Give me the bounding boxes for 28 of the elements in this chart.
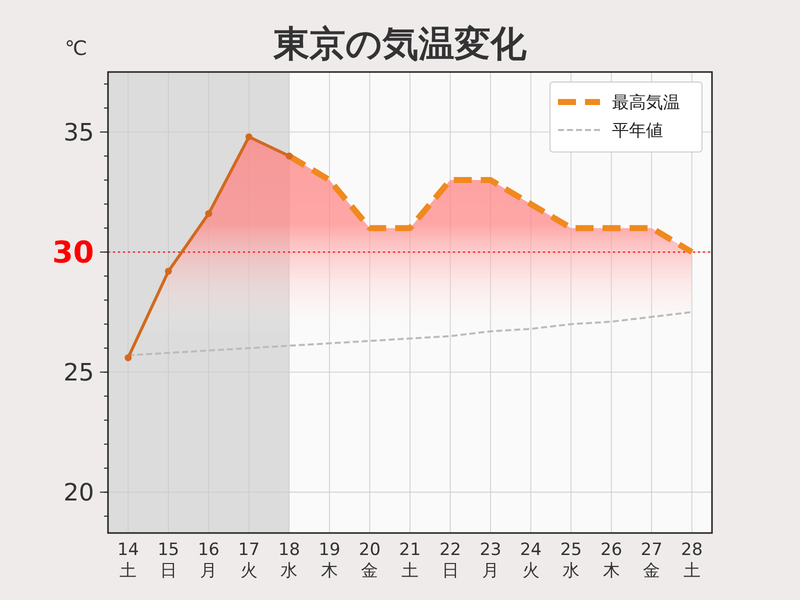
y-tick-label: 30 [52, 236, 94, 271]
point [245, 133, 252, 140]
x-tick-label: 26 木 [600, 540, 622, 581]
x-tick-label: 17 火 [238, 540, 260, 581]
x-tick-label: 22 日 [439, 540, 462, 581]
x-tick-label: 14 土 [117, 540, 139, 581]
y-tick-label: 35 [63, 118, 94, 146]
x-tick-label: 23 月 [480, 540, 502, 581]
x-tick-label: 20 金 [358, 540, 381, 581]
x-tick-label: 15 日 [158, 540, 180, 581]
y-axis-title: ℃ [64, 36, 88, 60]
x-tick-label: 27 金 [640, 540, 662, 581]
point [205, 210, 212, 218]
legend-label: 最高気温 [612, 92, 680, 113]
x-tick-label: 21 土 [399, 540, 421, 581]
x-tick-label: 24 火 [520, 540, 542, 581]
legend-label: 平年値 [612, 120, 663, 141]
x-tick-label: 18 水 [278, 540, 300, 581]
x-tick-label: 16 月 [198, 540, 220, 581]
point [164, 268, 172, 275]
point [286, 152, 293, 160]
point [124, 354, 132, 362]
x-tick-label: 19 木 [318, 540, 340, 581]
x-tick-label: 28 土 [681, 540, 703, 581]
x-tick-label: 25 水 [560, 540, 582, 581]
y-tick-label: 25 [63, 358, 94, 387]
chart-title: 東京の気温変化 [272, 24, 528, 65]
y-tick-label: 20 [63, 478, 94, 507]
